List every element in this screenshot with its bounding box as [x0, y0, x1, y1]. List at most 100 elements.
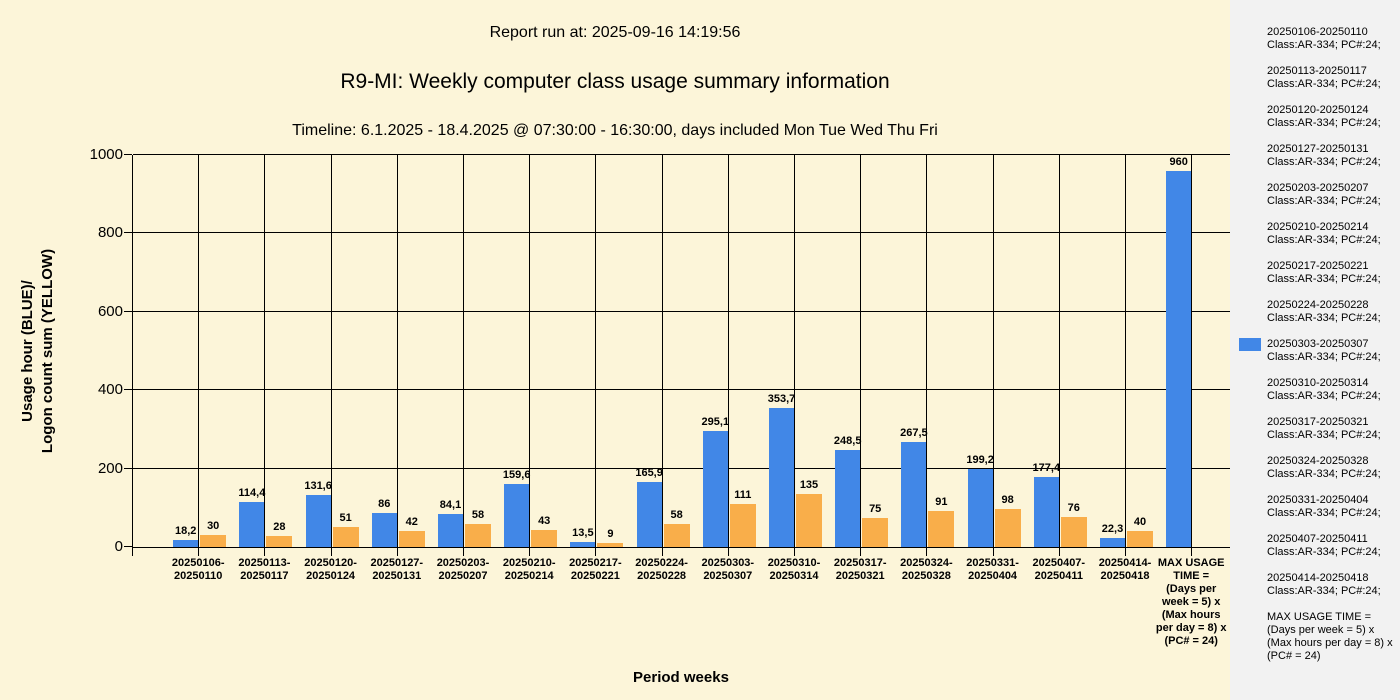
x-gridline — [1058, 155, 1060, 547]
usage-hour-bar — [1166, 170, 1192, 547]
legend-entry-range: 20250331-20250404 — [1267, 494, 1369, 506]
y-tick-label: 1000 — [89, 146, 123, 163]
logon-count-value-label: 9 — [607, 528, 614, 541]
usage-hour-bar — [702, 431, 728, 547]
usage-hour-value-label: 960 — [1169, 155, 1188, 168]
y-tick-mark — [124, 310, 132, 312]
y-tick-label: 400 — [97, 381, 123, 399]
usage-hour-bar — [239, 502, 265, 547]
legend-entry: 20250113-20250117 Class:AR-334; PC#:24; — [1267, 65, 1396, 91]
logon-count-bar — [597, 543, 624, 547]
usage-hour-value-label: 248,5 — [833, 434, 862, 447]
x-gridline — [1125, 155, 1126, 547]
x-tick-mark — [1125, 548, 1126, 556]
x-tick-label: 20250210- 20250214 — [502, 557, 556, 582]
usage-hour-bar — [1033, 477, 1059, 547]
y-gridline — [133, 232, 1231, 234]
legend-color-swatch — [1239, 338, 1261, 351]
logon-count-value-label: 43 — [538, 515, 551, 528]
legend-entry-detail: (Days per week = 5) x (Max hours per day… — [1267, 624, 1393, 662]
logon-count-value-label: 30 — [207, 520, 220, 533]
legend-entry-range: 20250324-20250328 — [1267, 455, 1369, 467]
legend-entry-range: 20250127-20250131 — [1267, 143, 1369, 155]
x-tick-label: 20250331- 20250404 — [966, 557, 1019, 582]
x-tick-label: 20250120- 20250124 — [304, 557, 357, 582]
legend-entry-detail: Class:AR-334; PC#:24; — [1267, 468, 1381, 480]
x-tick-mark — [330, 548, 332, 556]
x-tick-label: 20250407- 20250411 — [1032, 557, 1086, 582]
x-tick-label: 20250303- 20250307 — [701, 557, 755, 582]
y-tick-label: 200 — [97, 459, 123, 477]
legend-entry-detail: Class:AR-334; PC#:24; — [1267, 195, 1381, 207]
usage-hour-value-label: 13,5 — [572, 526, 594, 539]
x-gridline — [727, 155, 729, 547]
logon-count-bar — [1127, 531, 1153, 547]
logon-count-bar — [1060, 517, 1087, 547]
usage-hour-bar — [636, 481, 662, 547]
x-gridline — [595, 155, 597, 547]
legend-entry-range: 20250217-20250221 — [1267, 260, 1369, 272]
timeline-text: Timeline: 6.1.2025 - 18.4.2025 @ 07:30:0… — [292, 122, 938, 139]
x-gridline — [463, 155, 464, 547]
x-gridline — [198, 155, 200, 547]
legend-entry-range: 20250303-20250307 — [1267, 338, 1369, 350]
x-tick-mark — [992, 548, 994, 556]
x-gridline — [264, 155, 266, 547]
y-tick-mark — [124, 154, 132, 155]
usage-hour-bar — [570, 541, 596, 547]
x-tick-mark — [860, 548, 862, 556]
y-gridline — [133, 154, 1231, 155]
logon-count-value-label: 40 — [1133, 516, 1147, 529]
legend-entry-detail: Class:AR-334; PC#:24; — [1267, 78, 1381, 90]
usage-hour-bar — [835, 449, 861, 547]
logon-count-value-label: 76 — [1067, 502, 1080, 515]
y-axis-title-line1: Usage hour (BLUE)/ — [19, 280, 36, 422]
x-axis-title: Period weeks — [633, 669, 729, 686]
logon-count-bar — [862, 517, 889, 547]
usage-hour-value-label: 131,6 — [304, 480, 332, 493]
logon-count-value-label: 75 — [869, 502, 882, 515]
logon-count-bar — [994, 508, 1021, 547]
plot-area: 18,2 30 114,4 28 131,6 51 86 42 84,1 58 159,6 43 13,… — [124, 154, 1231, 556]
usage-hour-value-label: 267,5 — [900, 427, 928, 440]
usage-hour-value-label: 177,4 — [1032, 462, 1061, 475]
usage-hour-value-label: 18,2 — [174, 524, 197, 537]
logon-count-bar — [796, 494, 822, 547]
x-tick-label: 20250113- 20250117 — [238, 557, 291, 582]
x-tick-mark — [1191, 548, 1193, 556]
usage-hour-bar — [173, 539, 199, 547]
x-tick-label: MAX USAGE TIME = (Days per week = 5) x (… — [1155, 557, 1227, 647]
legend-entry: 20250324-20250328 Class:AR-334; PC#:24; — [1267, 455, 1396, 481]
legend-entry-range: 20250414-20250418 — [1267, 572, 1369, 584]
logon-count-value-label: 135 — [799, 479, 819, 492]
legend-entry-detail: Class:AR-334; PC#:24; — [1267, 39, 1381, 51]
legend-entry-detail: Class:AR-334; PC#:24; — [1267, 351, 1381, 363]
usage-hour-value-label: 22,3 — [1101, 523, 1124, 536]
x-tick-label: 20250414- 20250418 — [1098, 557, 1152, 582]
logon-count-bar — [465, 524, 491, 547]
legend-entry: MAX USAGE TIME = (Days per week = 5) x (… — [1267, 611, 1396, 663]
y-gridline — [133, 310, 1231, 312]
legend-entry-range: 20250120-20250124 — [1267, 104, 1369, 116]
legend-entry-detail: Class:AR-334; PC#:24; — [1267, 273, 1381, 285]
legend-entry-detail: Class:AR-334; PC#:24; — [1267, 156, 1381, 168]
legend-entry-range: 20250210-20250214 — [1267, 221, 1369, 233]
x-tick-mark — [1058, 548, 1060, 556]
usage-hour-bar — [967, 468, 993, 547]
legend-entry-detail: Class:AR-334; PC#:24; — [1267, 390, 1381, 402]
legend-entry-range: 20250224-20250228 — [1267, 299, 1369, 311]
y-tick-mark — [124, 467, 132, 469]
x-tick-mark — [264, 548, 266, 556]
x-tick-mark — [926, 548, 928, 556]
y-tick-label: 600 — [97, 302, 123, 320]
legend-entry-range: 20250203-20250207 — [1267, 182, 1369, 194]
legend-entry: 20250203-20250207 Class:AR-334; PC#:24; — [1267, 182, 1396, 208]
chart-title: R9-MI: Weekly computer class usage summa… — [340, 70, 890, 93]
legend-entry: 20250317-20250321 Class:AR-334; PC#:24; — [1267, 416, 1396, 442]
x-tick-mark — [794, 548, 795, 556]
legend-entry: 20250127-20250131 Class:AR-334; PC#:24; — [1267, 143, 1396, 169]
x-gridline — [1191, 155, 1193, 547]
usage-hour-bar — [901, 442, 927, 547]
x-gridline — [794, 155, 795, 547]
usage-hour-value-label: 353,7 — [767, 393, 796, 406]
